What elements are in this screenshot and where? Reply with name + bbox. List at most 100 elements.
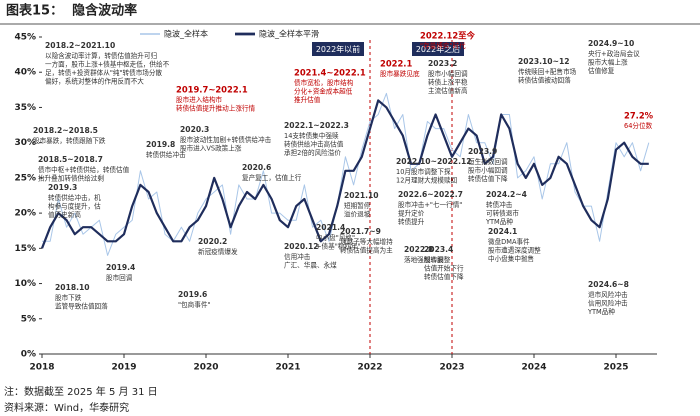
annotation-text: 偏好，系统对整体的作用反而不大 [45,77,144,86]
x-tick-label: 2022 [357,363,382,373]
annotation-title: 27.2% [624,111,654,121]
annotation-title: 2019.4 [106,263,135,272]
annotation-text: 值历史新高 [48,210,81,219]
annotation-title: 2023.2 [428,59,457,68]
legend-label: 隐波_全样本平滑 [259,29,319,39]
annotation-title: 2024.6~8 [588,280,629,289]
annotation-text: 股市调整 [424,255,451,264]
annotation-text: 转债估值下降 [424,272,464,281]
annotation-title: 2021.4~2022.1 [294,68,366,78]
annotation-text: 64分位数 [624,121,653,130]
y-tick-label: 5% [21,314,36,324]
annotation-text: 短期暂停 [344,201,371,210]
annotation-text: 信用风险冲击 [588,299,628,308]
annotation-text: 新冠疫情爆发 [198,247,238,256]
annotation-title: 2022.10~2022.12 [396,157,472,166]
annotation-text: 抬升叠加转债供给过剩 [38,174,104,183]
annotation-text: 14支转债集中强赎 [284,131,339,140]
annotation-title: 2020.2 [198,237,227,246]
annotation-title: 2021.7~9 [340,227,381,236]
annotation-text: 转债供给冲击高估值 [284,140,344,149]
annotation-text: 推升估值 [294,95,321,104]
y-tick-label: 45% [14,33,36,43]
annotation-title: 2024.2~4 [486,190,527,199]
annotation-text: 股市进入结构市 [176,95,223,104]
annotation-title: 2022.1 [380,59,412,69]
annotation-text: 股市冲击+"七一行情" [398,200,462,209]
annotation-title: 2023.9 [468,147,497,156]
annotation-title: 2021.10 [344,191,379,200]
annotation-text: 股市暴跌见底 [380,69,420,78]
annotation-text: 12月理财大规模赎回 [396,176,458,185]
annotation-text: 传统赎回+配售市场 [518,67,577,76]
annotation-text: 转债估值提升推动上涨行情 [176,104,256,113]
annotation-title: 2020.3 [180,125,209,134]
y-tick-label: 20% [14,209,36,219]
y-tick-label: 35% [14,103,36,113]
annotation-text: 转债提升 [398,217,425,226]
y-tick-label: 40% [14,68,36,78]
annotation-text: 信用冲击 [284,252,311,261]
annotation-title: 2024.9~10 [588,39,634,48]
annotation-text: 复产复工，估值上行 [242,173,302,182]
annotation-title: 2024.1 [488,227,517,236]
annotation-text: 监管导致估值回落 [55,302,108,311]
annotation-text: 一方面，股市上涨+债基中枢走低，供给不 [45,60,170,69]
annotation-text: YTM品种 [587,307,615,316]
series-line [42,92,650,256]
annotation-text: 中小盘"风格" [316,233,355,242]
annotation-text: 股市小幅回调 [428,69,468,78]
annotation-text: 债市宽松，股市结构 [294,78,354,87]
annotation-text: 股市大幅上涨 [588,58,628,67]
annotation-text: 股市小幅回调 [468,166,508,175]
annotation-text: 10月股市调整下探 [396,167,451,176]
period-label: 2022年之后 [416,44,460,54]
annotation-text: 恒生指数回调 [468,157,508,166]
annotation-text: 转债冲击 [486,200,513,209]
x-tick-label: 2018 [29,363,54,373]
x-tick-label: 2021 [275,363,300,373]
x-tick-label: 2025 [603,363,628,373]
annotation-text: 转债供给冲击 [146,150,186,159]
x-tick-label: 2023 [439,363,464,373]
annotation-title: 2019.8 [146,140,175,149]
annotation-text: 转债上涨平稳 [428,78,468,87]
annotation-title: 2021.4 [316,223,345,232]
annotation-title: 2022.1~2022.3 [284,121,349,130]
annotation-text: 主流估值新高 [428,86,468,95]
annotation-text: 股市进入VS政策上涨 [180,144,242,153]
period-label: 2022年以前 [316,44,360,54]
annotation-title: 2018.2~2018.5 [33,126,98,135]
annotation-text: 估值修复 [588,66,615,75]
annotation-title: 2023.10~12 [518,57,570,66]
annotation-title: 2022.12至今 [420,31,476,41]
annotation-text: 股市暴跌，转债跟随下跌 [33,136,106,145]
annotation-title: 2020.6 [242,163,271,172]
annotation-title: 2020.12 [284,242,319,251]
annotation-title: 2018.10 [55,283,90,292]
annotation-text: 提升定价 [398,209,425,218]
annotation-text: 广汇、华晨、永煤 [284,261,337,270]
annotation-text: 退市风险冲击 [588,290,628,299]
annotation-text: 承担2倍的风险溢价 [284,148,341,157]
annotation-text: 估值开始下行 [424,264,464,273]
annotation-text: 转债估值下降 [468,174,508,183]
y-tick-label: 10% [14,279,36,289]
legend-label: 隐波_全样本 [164,29,208,39]
annotation-text: 落地强制转股 [404,255,444,264]
annotation-text: 央行+政治局会议 [588,49,640,58]
annotation-title: 2018.5~2018.7 [38,155,103,164]
annotation-text: 理财子等大幅增持 [340,237,393,246]
period-box [412,42,464,56]
period-box [312,42,364,56]
x-tick-label: 2020 [193,363,218,373]
annotation-title: 2019.3 [48,183,77,192]
chart-title: 图表15： 隐含波动率 [6,3,137,19]
y-tick-label: 25% [14,173,36,183]
annotation-text: YTM品种 [485,217,513,226]
annotation-text: 可转债退市 [486,209,519,218]
annotation-text: 中小盘集中抛售 [488,254,534,263]
annotation-text: 股市回调 [106,273,133,282]
annotation-title: 2023.4 [424,245,453,254]
